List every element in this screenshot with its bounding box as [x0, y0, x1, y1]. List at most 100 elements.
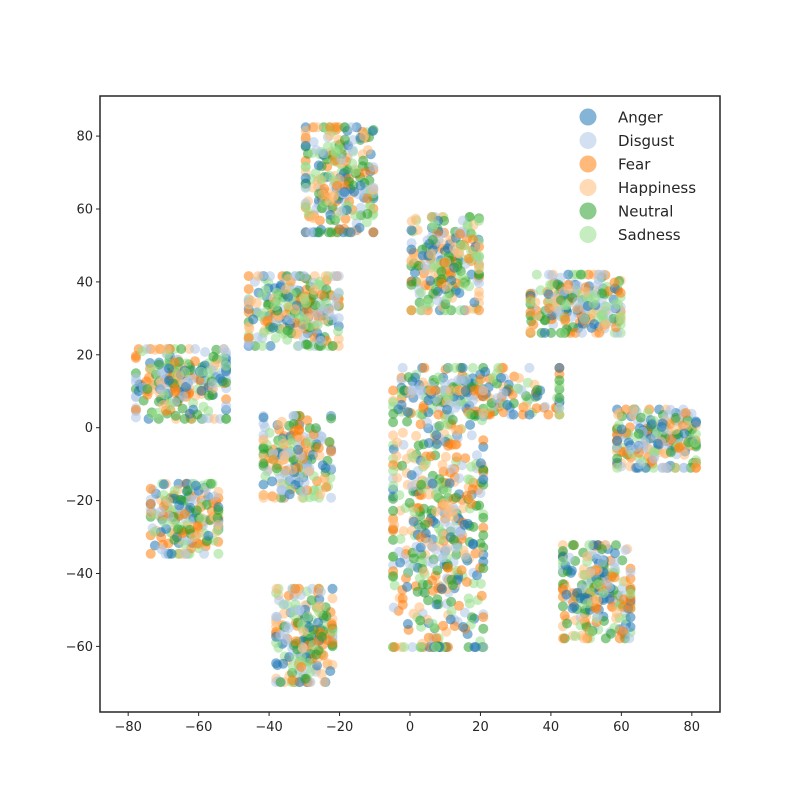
point-disgust — [407, 481, 417, 492]
point-fear — [327, 637, 338, 648]
point-sadness — [557, 327, 568, 338]
point-sadness — [312, 319, 323, 330]
point-neutral — [597, 544, 607, 555]
point-neutral — [451, 492, 461, 503]
point-fear — [340, 213, 351, 224]
point-disgust — [572, 280, 583, 291]
point-sadness — [333, 326, 343, 337]
point-happiness — [283, 274, 294, 284]
point-disgust — [272, 612, 283, 623]
point-fear — [316, 289, 327, 300]
point-anger — [354, 222, 365, 233]
point-disgust — [467, 395, 478, 406]
point-neutral — [612, 453, 623, 464]
point-fear — [560, 314, 571, 325]
point-happiness — [333, 333, 344, 344]
point-anger — [524, 409, 535, 420]
point-fear — [450, 439, 461, 450]
point-disgust — [283, 622, 294, 633]
point-sadness — [487, 372, 498, 383]
point-happiness — [324, 130, 335, 141]
point-fear — [451, 452, 462, 463]
point-disgust — [579, 313, 590, 324]
point-disgust — [632, 441, 642, 452]
point-sadness — [691, 429, 701, 440]
point-happiness — [359, 131, 370, 142]
point-anger — [472, 570, 482, 581]
point-fear — [475, 374, 486, 385]
point-fear — [476, 590, 487, 601]
point-happiness — [300, 133, 311, 144]
point-sadness — [158, 516, 169, 527]
point-fear — [419, 362, 430, 373]
point-fear — [466, 498, 477, 509]
point-anger — [402, 407, 413, 418]
point-fear — [478, 522, 489, 533]
point-sadness — [203, 367, 214, 378]
point-sadness — [531, 269, 542, 280]
point-neutral — [388, 408, 399, 419]
point-neutral — [388, 505, 399, 516]
x-tick-label: −40 — [255, 720, 282, 735]
point-fear — [454, 600, 464, 611]
point-neutral — [208, 351, 219, 362]
point-sadness — [458, 272, 469, 282]
point-neutral — [447, 580, 458, 591]
point-happiness — [474, 264, 484, 275]
point-fear — [406, 305, 417, 316]
point-neutral — [173, 524, 184, 535]
point-neutral — [427, 235, 438, 245]
point-happiness — [437, 459, 448, 470]
point-disgust — [598, 269, 609, 280]
point-neutral — [432, 594, 443, 605]
point-disgust — [453, 374, 464, 385]
y-tick-label: 40 — [76, 275, 93, 290]
point-anger — [566, 565, 577, 576]
point-sadness — [427, 618, 438, 629]
point-disgust — [426, 541, 437, 552]
point-disgust — [554, 306, 565, 316]
point-sadness — [147, 409, 158, 420]
point-fear — [618, 626, 629, 637]
point-anger — [265, 341, 276, 351]
point-neutral — [478, 563, 489, 574]
point-happiness — [478, 408, 489, 419]
point-sadness — [350, 210, 361, 221]
point-anger — [508, 409, 519, 420]
point-disgust — [592, 279, 603, 290]
point-anger — [166, 548, 177, 559]
point-sadness — [330, 147, 341, 158]
point-fear — [456, 565, 467, 576]
point-sadness — [270, 333, 281, 344]
point-sadness — [300, 201, 311, 212]
point-happiness — [447, 506, 458, 517]
point-happiness — [449, 243, 460, 254]
point-sadness — [464, 598, 475, 609]
point-sadness — [195, 366, 206, 377]
x-tick-label: 80 — [684, 720, 701, 735]
point-disgust — [639, 437, 650, 448]
point-disgust — [207, 378, 218, 389]
point-sadness — [394, 490, 405, 501]
point-sadness — [316, 174, 327, 185]
y-tick-label: 0 — [85, 421, 93, 436]
point-happiness — [611, 608, 622, 618]
point-neutral — [326, 413, 337, 424]
point-sadness — [545, 280, 555, 290]
point-happiness — [582, 551, 592, 562]
point-sadness — [221, 360, 232, 371]
point-neutral — [423, 595, 434, 606]
point-disgust — [577, 327, 587, 338]
point-neutral — [568, 540, 579, 551]
point-fear — [243, 284, 254, 295]
point-happiness — [287, 464, 298, 475]
point-sadness — [300, 297, 311, 308]
legend-label-neutral: Neutral — [618, 203, 673, 221]
point-fear — [442, 562, 453, 573]
point-disgust — [471, 450, 482, 461]
point-anger — [465, 419, 476, 430]
point-neutral — [191, 505, 202, 516]
point-disgust — [546, 270, 557, 281]
point-disgust — [347, 145, 358, 156]
point-disgust — [388, 602, 399, 613]
